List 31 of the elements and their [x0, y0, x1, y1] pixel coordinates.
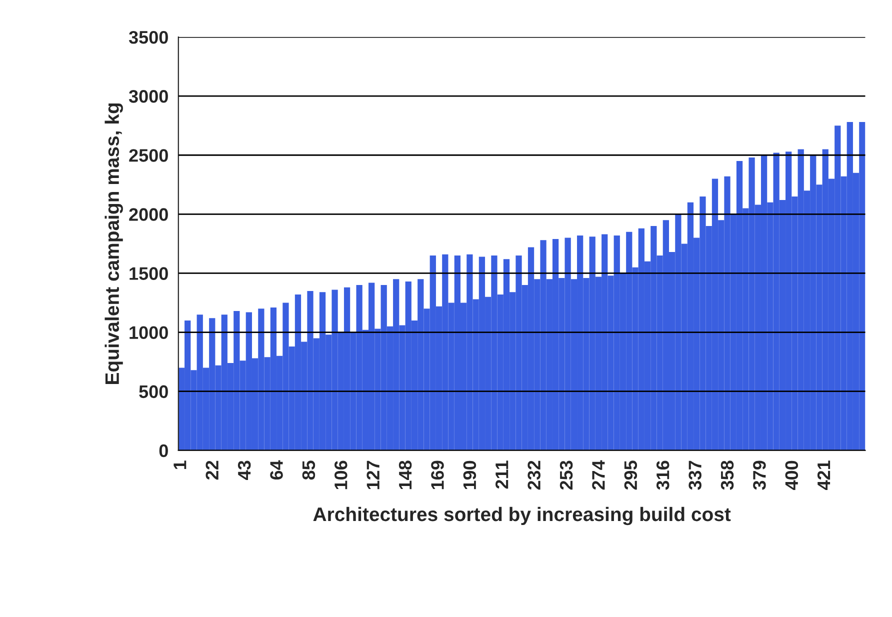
y-axis-title: Equivalent campaign mass, kg: [104, 103, 123, 384]
x-tick-label: 232: [528, 460, 540, 490]
y-tick-label: 1000: [130, 326, 168, 340]
x-tick-label: 106: [334, 460, 348, 490]
y-tick-label: 1500: [130, 267, 168, 280]
y-tick-label: 3500: [128, 30, 168, 44]
x-tick-label: 337: [688, 460, 702, 490]
x-tick-label: 295: [624, 460, 638, 490]
x-tick-label: 421: [817, 460, 830, 490]
x-tick-label: 253: [560, 460, 573, 490]
x-tick-label: 274: [592, 460, 605, 490]
x-tick-label: 316: [656, 460, 670, 490]
x-tick-label: 169: [431, 460, 444, 490]
y-tick-label: 2500: [129, 149, 168, 162]
x-tick-label: 43: [238, 460, 251, 480]
x-tick-label: 148: [398, 460, 412, 490]
x-tick-label: 190: [463, 460, 476, 490]
x-tick-label: 64: [270, 460, 283, 480]
y-tick-label: 3000: [128, 90, 168, 103]
x-tick-label: 1: [174, 460, 186, 470]
y-tick-label: 2000: [129, 208, 168, 221]
y-tick-label: 500: [139, 385, 168, 398]
y-tick-label: 0: [159, 444, 168, 458]
x-axis-title: Architectures sorted by increasing build cost: [313, 506, 731, 526]
x-tick-label: 22: [206, 460, 218, 480]
x-tick-label: 400: [785, 460, 798, 490]
x-tick-label: 127: [366, 460, 380, 490]
x-tick-label: 85: [302, 460, 316, 480]
x-tick-label: 379: [753, 460, 766, 490]
x-tick-label: 358: [720, 460, 734, 490]
x-tick-label: 211: [495, 460, 508, 489]
